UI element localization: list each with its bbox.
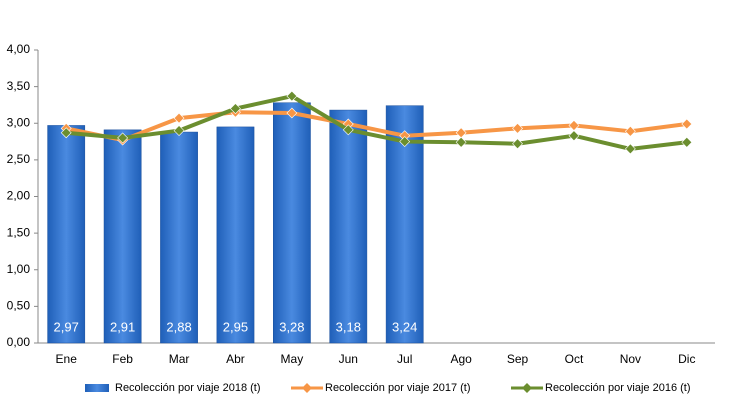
x-tick-label: Ago xyxy=(450,352,472,366)
y-tick-label: 1,50 xyxy=(7,225,31,239)
line xyxy=(65,110,688,143)
bar xyxy=(103,129,142,344)
legend-label: Recolección por viaje 2016 (t) xyxy=(545,382,691,394)
bar xyxy=(216,126,255,344)
value-label: 2,97 xyxy=(54,319,79,334)
line xyxy=(66,94,688,151)
value-label: 3,28 xyxy=(279,319,304,334)
marker xyxy=(230,103,241,115)
value-label: 3,24 xyxy=(392,319,417,334)
y-tick-label: 3,00 xyxy=(7,115,31,129)
x-tick-label: Jun xyxy=(339,352,358,366)
marker xyxy=(117,132,129,144)
marker xyxy=(512,138,523,150)
legend-swatch xyxy=(85,384,109,392)
y-tick-label: 2,00 xyxy=(7,189,31,203)
legend-marker xyxy=(522,383,532,393)
legend-label: Recolección por viaje 2017 (t) xyxy=(325,382,471,394)
y-tick-label: 1,00 xyxy=(7,262,31,276)
y-tick-label: 2,50 xyxy=(7,152,31,166)
marker xyxy=(568,120,580,131)
y-tick-label: 4,00 xyxy=(7,42,31,56)
y-tick-label: 0,50 xyxy=(7,299,31,313)
bar xyxy=(160,131,198,344)
x-tick-label: Dic xyxy=(678,352,695,366)
x-tick-label: Feb xyxy=(112,352,133,366)
bar xyxy=(47,125,86,344)
marker xyxy=(60,127,72,139)
x-tick-label: Nov xyxy=(620,352,641,366)
marker xyxy=(455,136,467,148)
x-tick-label: Mar xyxy=(169,352,190,366)
marker xyxy=(342,124,354,136)
legend-marker xyxy=(302,383,312,393)
value-label: 2,95 xyxy=(223,319,248,334)
bar xyxy=(273,102,311,344)
marker xyxy=(568,130,580,142)
marker xyxy=(286,107,298,119)
marker xyxy=(681,136,693,148)
marker xyxy=(624,143,636,155)
value-label: 2,88 xyxy=(166,319,191,334)
marker xyxy=(512,122,523,134)
legend-label: Recolección por viaje 2018 (t) xyxy=(115,382,261,394)
marker xyxy=(624,125,636,137)
value-label: 3,18 xyxy=(336,319,361,334)
x-tick-label: May xyxy=(281,352,304,366)
y-tick-label: 0,00 xyxy=(7,335,31,349)
marker xyxy=(681,118,693,130)
marker xyxy=(455,127,467,139)
x-tick-label: Ene xyxy=(56,352,78,366)
marker xyxy=(286,90,298,102)
marker xyxy=(173,112,185,124)
x-tick-label: Oct xyxy=(565,352,584,366)
marker xyxy=(173,125,185,136)
bar xyxy=(329,109,368,344)
x-tick-label: Jul xyxy=(397,352,412,366)
marker xyxy=(399,136,411,147)
value-label: 2,91 xyxy=(110,319,135,334)
x-tick-label: Abr xyxy=(226,352,245,366)
y-tick-label: 3,50 xyxy=(7,79,31,93)
x-tick-label: Sep xyxy=(507,352,529,366)
